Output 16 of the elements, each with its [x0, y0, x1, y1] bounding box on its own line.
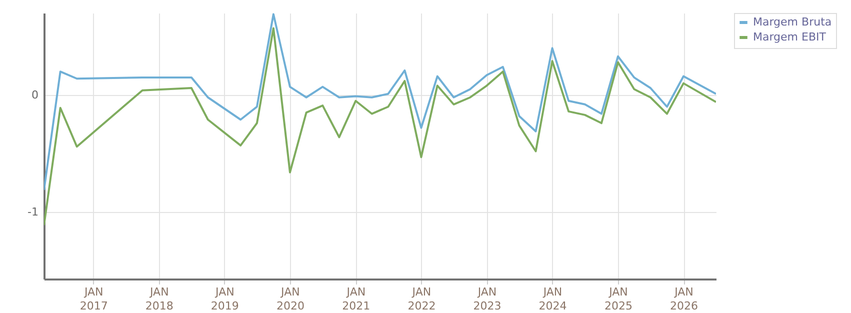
line-series: [44, 13, 716, 191]
x-tick-label: JAN 2024: [538, 286, 567, 312]
line-series: [44, 27, 716, 226]
x-tick-label: JAN 2017: [80, 286, 108, 312]
x-tick-label: JAN 2023: [473, 286, 502, 312]
legend-label: Margem EBIT: [753, 30, 826, 44]
x-tick-label: JAN 2018: [145, 286, 174, 312]
x-tick-label: JAN 2020: [276, 286, 304, 312]
legend-label: Margem Bruta: [753, 16, 832, 28]
x-tick-label: JAN 2026: [670, 286, 698, 312]
x-tick-label: JAN 2025: [604, 286, 632, 312]
x-tick-label: JAN 2022: [408, 286, 436, 312]
x-tick-label: JAN 2021: [342, 286, 370, 312]
y-tick-label: -1: [28, 206, 38, 219]
x-tick-label: JAN 2019: [210, 286, 239, 312]
y-tick-label: 0: [32, 88, 38, 102]
